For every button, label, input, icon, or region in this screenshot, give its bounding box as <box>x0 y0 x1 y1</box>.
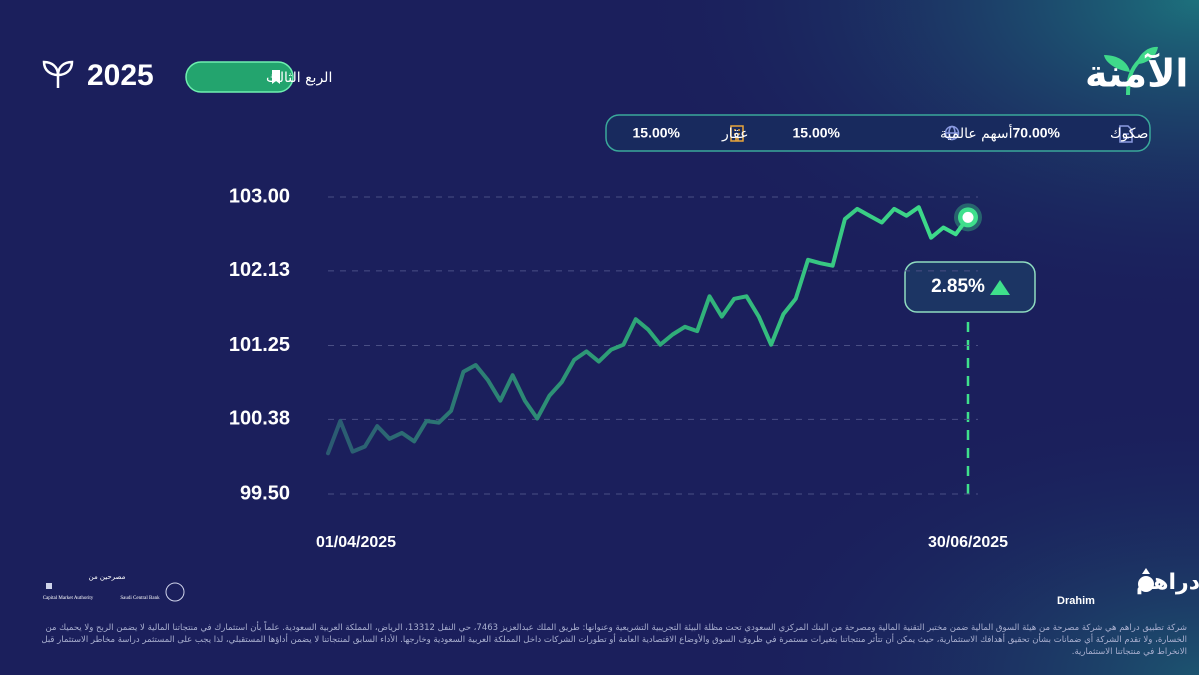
cma-name: Capital Market Authority <box>43 596 94 601</box>
bookmark-icon <box>272 70 280 84</box>
sama-logo <box>165 582 185 602</box>
brand-latin: Drahim <box>1057 595 1095 607</box>
building-icon <box>730 125 744 142</box>
cma-logo <box>46 583 52 589</box>
page-title: المحفظة الآمنة <box>1085 52 1199 96</box>
leaf-icon <box>42 60 74 88</box>
allocation-name: أسهم عالمية <box>940 124 1013 142</box>
y-tick-label: 100.38 <box>229 408 290 430</box>
allocation-share: 15.00% <box>793 125 841 141</box>
allocation-name: عقار <box>721 126 748 142</box>
y-tick-label: 99.50 <box>240 482 290 504</box>
quarter-label: الربع الثالث <box>266 70 332 86</box>
up-arrow <box>990 280 1010 295</box>
allocation-share: 15.00% <box>633 125 681 141</box>
x-tick-label: 30/06/2025 <box>928 534 1008 551</box>
change-label: 2.85% <box>931 276 985 297</box>
y-tick-label: 102.13 <box>229 259 290 281</box>
document-icon <box>1119 125 1133 143</box>
year: 2025 <box>87 59 154 92</box>
quarter-badge <box>185 61 294 93</box>
brand: دراهم <box>1136 570 1199 595</box>
drahim-logo-icon <box>1138 568 1154 592</box>
y-tick-label: 103.00 <box>229 185 290 207</box>
y-tick-label: 101.25 <box>229 334 290 356</box>
allocation-share: 70.00% <box>1013 125 1061 141</box>
x-tick-label: 01/04/2025 <box>316 534 396 551</box>
sama-name: Saudi Central Bank <box>120 596 160 601</box>
price-line <box>326 205 970 456</box>
allocation-name: صكوك <box>1110 126 1148 142</box>
change-callout <box>904 261 1036 313</box>
disclaimer: شركة تطبيق دراهم هي شركة مصرحة من هيئة ا… <box>41 623 1187 657</box>
globe-icon <box>944 125 960 141</box>
allocation-bar <box>605 114 1151 152</box>
sprout-icon <box>1104 46 1158 96</box>
licensed-by: مصرحين من <box>89 573 126 581</box>
end-point-core <box>962 211 974 223</box>
